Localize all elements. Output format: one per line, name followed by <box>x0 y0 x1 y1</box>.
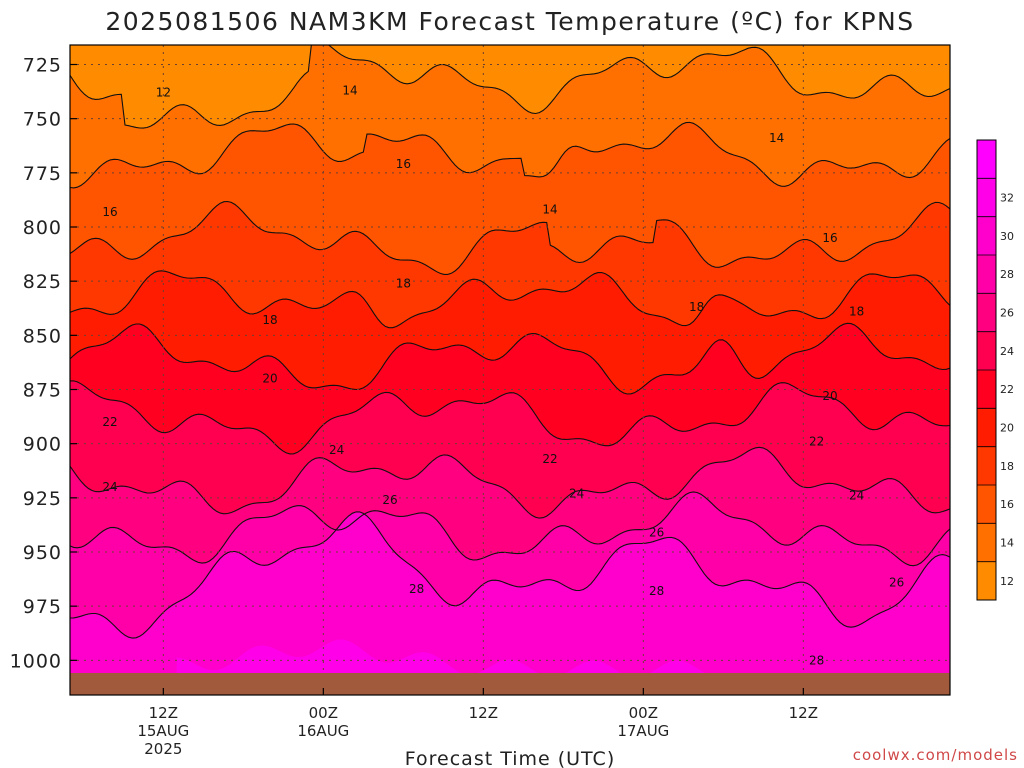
contour-label: 28 <box>409 582 424 596</box>
colorbar-segment <box>977 561 996 601</box>
contour-label: 24 <box>569 487 584 501</box>
contour-label: 22 <box>809 435 824 449</box>
y-tick-label: 725 <box>23 55 62 77</box>
colorbar-segment <box>977 140 996 179</box>
plot-area: 12 14 16 16 14 14 16 18 18 18 18 20 20 22 22 22 24 24 24 24… <box>70 45 950 695</box>
y-tick-label: 925 <box>23 488 62 510</box>
colorbar-segment <box>977 446 996 486</box>
contour-22 <box>70 380 950 455</box>
x-tick-label: 12Z <box>149 704 178 722</box>
x-tick-label: 2025 <box>144 740 182 758</box>
colorbar-segment <box>977 331 996 371</box>
contour-label: 22 <box>542 452 557 466</box>
contour-label: 24 <box>849 489 864 503</box>
x-tick-label: 12Z <box>789 704 818 722</box>
contour-label: 20 <box>822 389 837 403</box>
colorbar-tick-label: 28 <box>1000 268 1014 281</box>
y-axis: 725 750 775 800 825 850 875 900 925 950 975 1000 <box>10 55 77 672</box>
y-tick-label: 775 <box>23 163 62 185</box>
contour-label: 12 <box>156 86 171 100</box>
colorbar-tick-label: 14 <box>1000 537 1014 550</box>
colorbar-segment <box>977 408 996 448</box>
x-tick-label: 00Z <box>629 704 658 722</box>
contour-label: 16 <box>102 205 117 219</box>
contour-label: 16 <box>822 231 837 245</box>
y-tick-label: 875 <box>23 380 62 402</box>
ground-terrain <box>70 673 950 695</box>
colorbar-segment <box>977 485 996 524</box>
contour-28 <box>70 511 950 639</box>
y-tick-label: 900 <box>23 434 62 456</box>
temperature-bands <box>70 45 950 695</box>
contour-label: 24 <box>329 443 344 457</box>
contour-label: 26 <box>382 493 397 507</box>
contour-label: 26 <box>649 526 664 540</box>
colorbar-tick-label: 26 <box>1000 307 1014 320</box>
contour-labels: 12 14 16 16 14 14 16 18 18 18 18 20 20 22 22 22 24 24 24 24… <box>102 84 904 668</box>
contour-20 <box>70 322 950 395</box>
y-tick-label: 850 <box>23 325 62 347</box>
colorbar: 12 14 16 18 20 22 24 26 28 30 32 <box>976 139 1014 601</box>
contour-label: 26 <box>889 575 904 589</box>
y-tick-label: 800 <box>23 217 62 239</box>
colorbar-tick-label: 24 <box>1000 345 1014 358</box>
colorbar-segment <box>977 523 996 563</box>
contour-label: 22 <box>102 415 117 429</box>
y-tick-label: 1000 <box>10 650 62 672</box>
band-above-28 <box>70 511 950 695</box>
contour-label: 24 <box>102 480 117 494</box>
colorbar-segment <box>977 370 996 409</box>
colorbar-segment <box>977 178 996 218</box>
contour-16 <box>70 200 950 275</box>
colorbar-segment <box>977 216 996 256</box>
x-tick-label: 16AUG <box>297 722 349 740</box>
colorbar-tick-label: 22 <box>1000 383 1014 396</box>
contour-label: 18 <box>849 305 864 319</box>
contour-label: 16 <box>396 157 411 171</box>
x-tick-label: 00Z <box>309 704 338 722</box>
credit-text: coolwx.com/models <box>853 746 1018 764</box>
contour-label: 14 <box>542 203 557 217</box>
y-tick-label: 825 <box>23 271 62 293</box>
x-tick-label: 15AUG <box>137 722 189 740</box>
plot-frame <box>69 44 951 696</box>
contour-label: 18 <box>396 276 411 290</box>
contour-label: 18 <box>262 313 277 327</box>
colorbar-segment <box>977 293 996 333</box>
contour-label: 28 <box>809 653 824 667</box>
colorbar-tick-label: 32 <box>1000 192 1014 205</box>
y-tick-label: 950 <box>23 542 62 564</box>
chart-title: 2025081506 NAM3KM Forecast Temperature (… <box>105 7 914 36</box>
contour-label: 14 <box>342 84 357 98</box>
colorbar-tick-label: 30 <box>1000 230 1014 243</box>
x-tick-label: 12Z <box>469 704 498 722</box>
colorbar-tick-label: 18 <box>1000 460 1014 473</box>
y-tick-label: 750 <box>23 109 62 131</box>
colorbar-tick-label: 12 <box>1000 575 1014 588</box>
contour-label: 28 <box>649 584 664 598</box>
colorbar-tick-label: 20 <box>1000 422 1014 435</box>
colorbar-segment <box>977 255 996 294</box>
contour-label: 18 <box>689 300 704 314</box>
y-tick-label: 975 <box>23 596 62 618</box>
x-axis-label: Forecast Time (UTC) <box>405 748 615 768</box>
contour-label: 20 <box>262 372 277 386</box>
x-tick-label: 17AUG <box>617 722 669 740</box>
colorbar-tick-label: 16 <box>1000 498 1014 511</box>
contour-label: 14 <box>769 131 784 145</box>
